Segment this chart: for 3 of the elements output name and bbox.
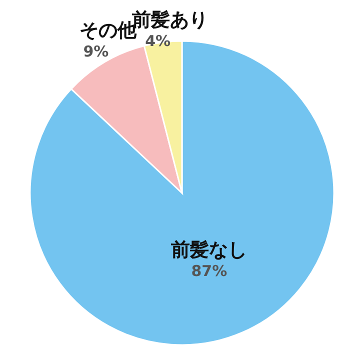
slice-label: 前髪なし bbox=[170, 238, 248, 261]
data-label: 87% bbox=[191, 262, 228, 280]
data-label: 9% bbox=[83, 42, 109, 60]
